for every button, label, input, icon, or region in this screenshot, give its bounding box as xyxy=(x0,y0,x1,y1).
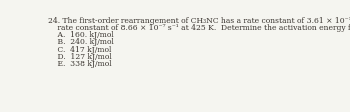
Text: C.  417 kJ/mol: C. 417 kJ/mol xyxy=(48,46,111,54)
Text: 24. The first-order rearrangement of CH₃NC has a rate constant of 3.61 × 10⁻¹⁵ s: 24. The first-order rearrangement of CH₃… xyxy=(48,16,350,25)
Text: rate constant of 8.66 × 10⁻⁷ s⁻¹ at 425 K.  Determine the activation energy for : rate constant of 8.66 × 10⁻⁷ s⁻¹ at 425 … xyxy=(48,24,350,32)
Text: A.  160. kJ/mol: A. 160. kJ/mol xyxy=(48,31,113,39)
Text: E.  338 kJ/mol: E. 338 kJ/mol xyxy=(48,60,111,68)
Text: B.  240. kJ/mol: B. 240. kJ/mol xyxy=(48,38,113,46)
Text: D.  127 kJ/mol: D. 127 kJ/mol xyxy=(48,53,111,61)
